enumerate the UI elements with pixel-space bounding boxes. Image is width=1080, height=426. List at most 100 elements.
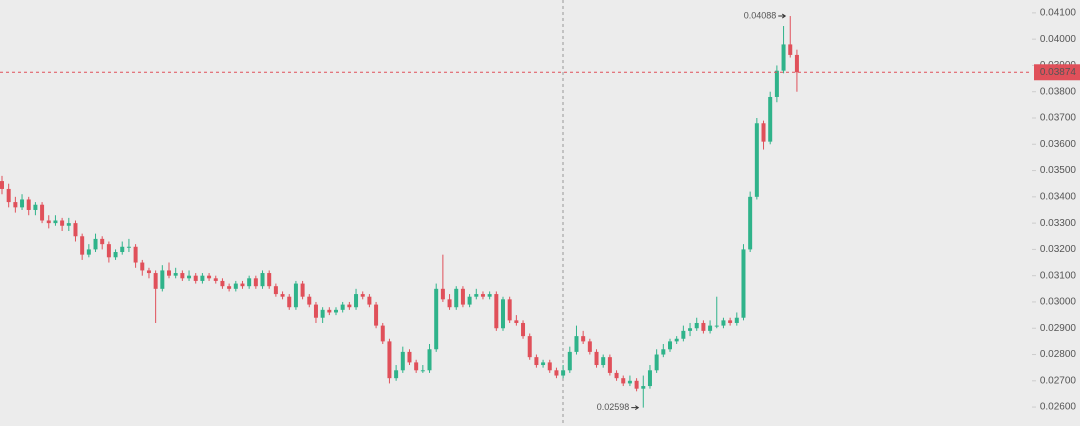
candle-body bbox=[434, 288, 439, 350]
candle-body bbox=[193, 275, 198, 281]
candle-body bbox=[160, 270, 165, 289]
candle-body bbox=[674, 338, 679, 342]
y-tick-label: 0.02800 bbox=[1040, 349, 1077, 360]
candle-body bbox=[66, 223, 71, 226]
candle-body bbox=[594, 351, 599, 366]
candle-body bbox=[701, 322, 706, 331]
candle-body bbox=[307, 296, 312, 305]
candle-body bbox=[794, 54, 799, 73]
candle-body bbox=[80, 236, 85, 255]
candle-body bbox=[420, 370, 425, 372]
candle-body bbox=[360, 294, 365, 297]
candle-body bbox=[280, 294, 285, 297]
candle-body bbox=[427, 349, 432, 371]
candle-body bbox=[480, 294, 485, 297]
candle-body bbox=[627, 380, 632, 384]
candle-body bbox=[721, 320, 726, 326]
candle-body bbox=[313, 304, 318, 318]
candle-body bbox=[554, 370, 559, 376]
last-price-label: 0.03874 bbox=[1040, 67, 1077, 78]
candle-body bbox=[320, 309, 325, 318]
candle-body bbox=[694, 322, 699, 329]
candle-body bbox=[774, 70, 779, 97]
y-tick-label: 0.04100 bbox=[1040, 8, 1077, 19]
candle-body bbox=[647, 370, 652, 387]
candle-body bbox=[394, 370, 399, 379]
y-tick-label: 0.04000 bbox=[1040, 34, 1077, 45]
candle-body bbox=[754, 123, 759, 197]
candle-body bbox=[40, 204, 45, 221]
candle-body bbox=[781, 44, 786, 71]
candle-body bbox=[374, 304, 379, 326]
candle-body bbox=[146, 270, 151, 274]
candle-body bbox=[668, 341, 672, 350]
candle-body bbox=[354, 294, 359, 308]
candle-body bbox=[621, 378, 626, 384]
candle-body bbox=[641, 386, 646, 389]
candle-body bbox=[26, 199, 31, 210]
candle-body bbox=[728, 320, 733, 323]
y-tick-label: 0.03600 bbox=[1040, 139, 1077, 150]
candle-body bbox=[494, 294, 499, 329]
annotation-arrow bbox=[778, 13, 787, 19]
candle-body bbox=[440, 288, 445, 300]
candle-body bbox=[400, 351, 405, 371]
candle-body bbox=[33, 204, 38, 210]
candle-body bbox=[207, 275, 212, 279]
candle-body bbox=[93, 238, 98, 250]
last-price-tag bbox=[1034, 64, 1080, 81]
candle-body bbox=[233, 283, 238, 289]
candle-body bbox=[567, 351, 572, 371]
candle-body bbox=[13, 202, 18, 208]
candle-body bbox=[634, 380, 639, 389]
candle-body bbox=[253, 278, 258, 287]
candle-body bbox=[300, 283, 305, 297]
candle-body bbox=[347, 304, 352, 308]
candle-body bbox=[601, 357, 606, 366]
candle-body bbox=[173, 273, 178, 276]
candle-body bbox=[688, 328, 693, 331]
candle-body bbox=[460, 288, 465, 305]
candle-body bbox=[334, 309, 338, 313]
candle-body bbox=[714, 325, 719, 327]
candle-body bbox=[380, 325, 385, 342]
candle-body bbox=[60, 220, 65, 226]
candle-body bbox=[514, 320, 519, 323]
candle-body bbox=[260, 273, 265, 287]
candle-body bbox=[213, 278, 218, 281]
candle-body bbox=[73, 223, 78, 237]
candle-body bbox=[120, 246, 125, 253]
annotation-label: 0.02598 bbox=[597, 402, 630, 412]
candle-body bbox=[133, 246, 138, 263]
candle-body bbox=[414, 362, 419, 371]
candle-body bbox=[287, 296, 292, 308]
candle-body bbox=[547, 362, 552, 371]
candle-body bbox=[474, 294, 479, 297]
candle-body bbox=[53, 220, 58, 224]
y-tick-label: 0.03800 bbox=[1040, 86, 1077, 97]
candle-body bbox=[748, 196, 753, 250]
candle-body bbox=[454, 288, 459, 308]
candle-body bbox=[467, 296, 472, 305]
y-tick-label: 0.03300 bbox=[1040, 218, 1077, 229]
candle-body bbox=[734, 317, 739, 323]
candle-body bbox=[227, 286, 232, 289]
candle-body bbox=[20, 199, 25, 208]
candle-body bbox=[574, 336, 579, 352]
candle-body bbox=[761, 123, 766, 142]
candle-body bbox=[140, 262, 145, 271]
candle-body bbox=[273, 286, 278, 295]
candle-body bbox=[768, 96, 773, 142]
candle-body bbox=[113, 252, 118, 258]
candle-body bbox=[561, 370, 566, 376]
candle-body bbox=[240, 283, 245, 287]
candle-body bbox=[200, 275, 205, 281]
candle-body bbox=[180, 273, 185, 279]
candle-body bbox=[661, 349, 666, 355]
candle-body bbox=[6, 188, 11, 203]
candle-body bbox=[153, 273, 158, 289]
candle-body bbox=[521, 322, 526, 337]
candle-body bbox=[100, 238, 105, 245]
candle-body bbox=[607, 357, 612, 373]
